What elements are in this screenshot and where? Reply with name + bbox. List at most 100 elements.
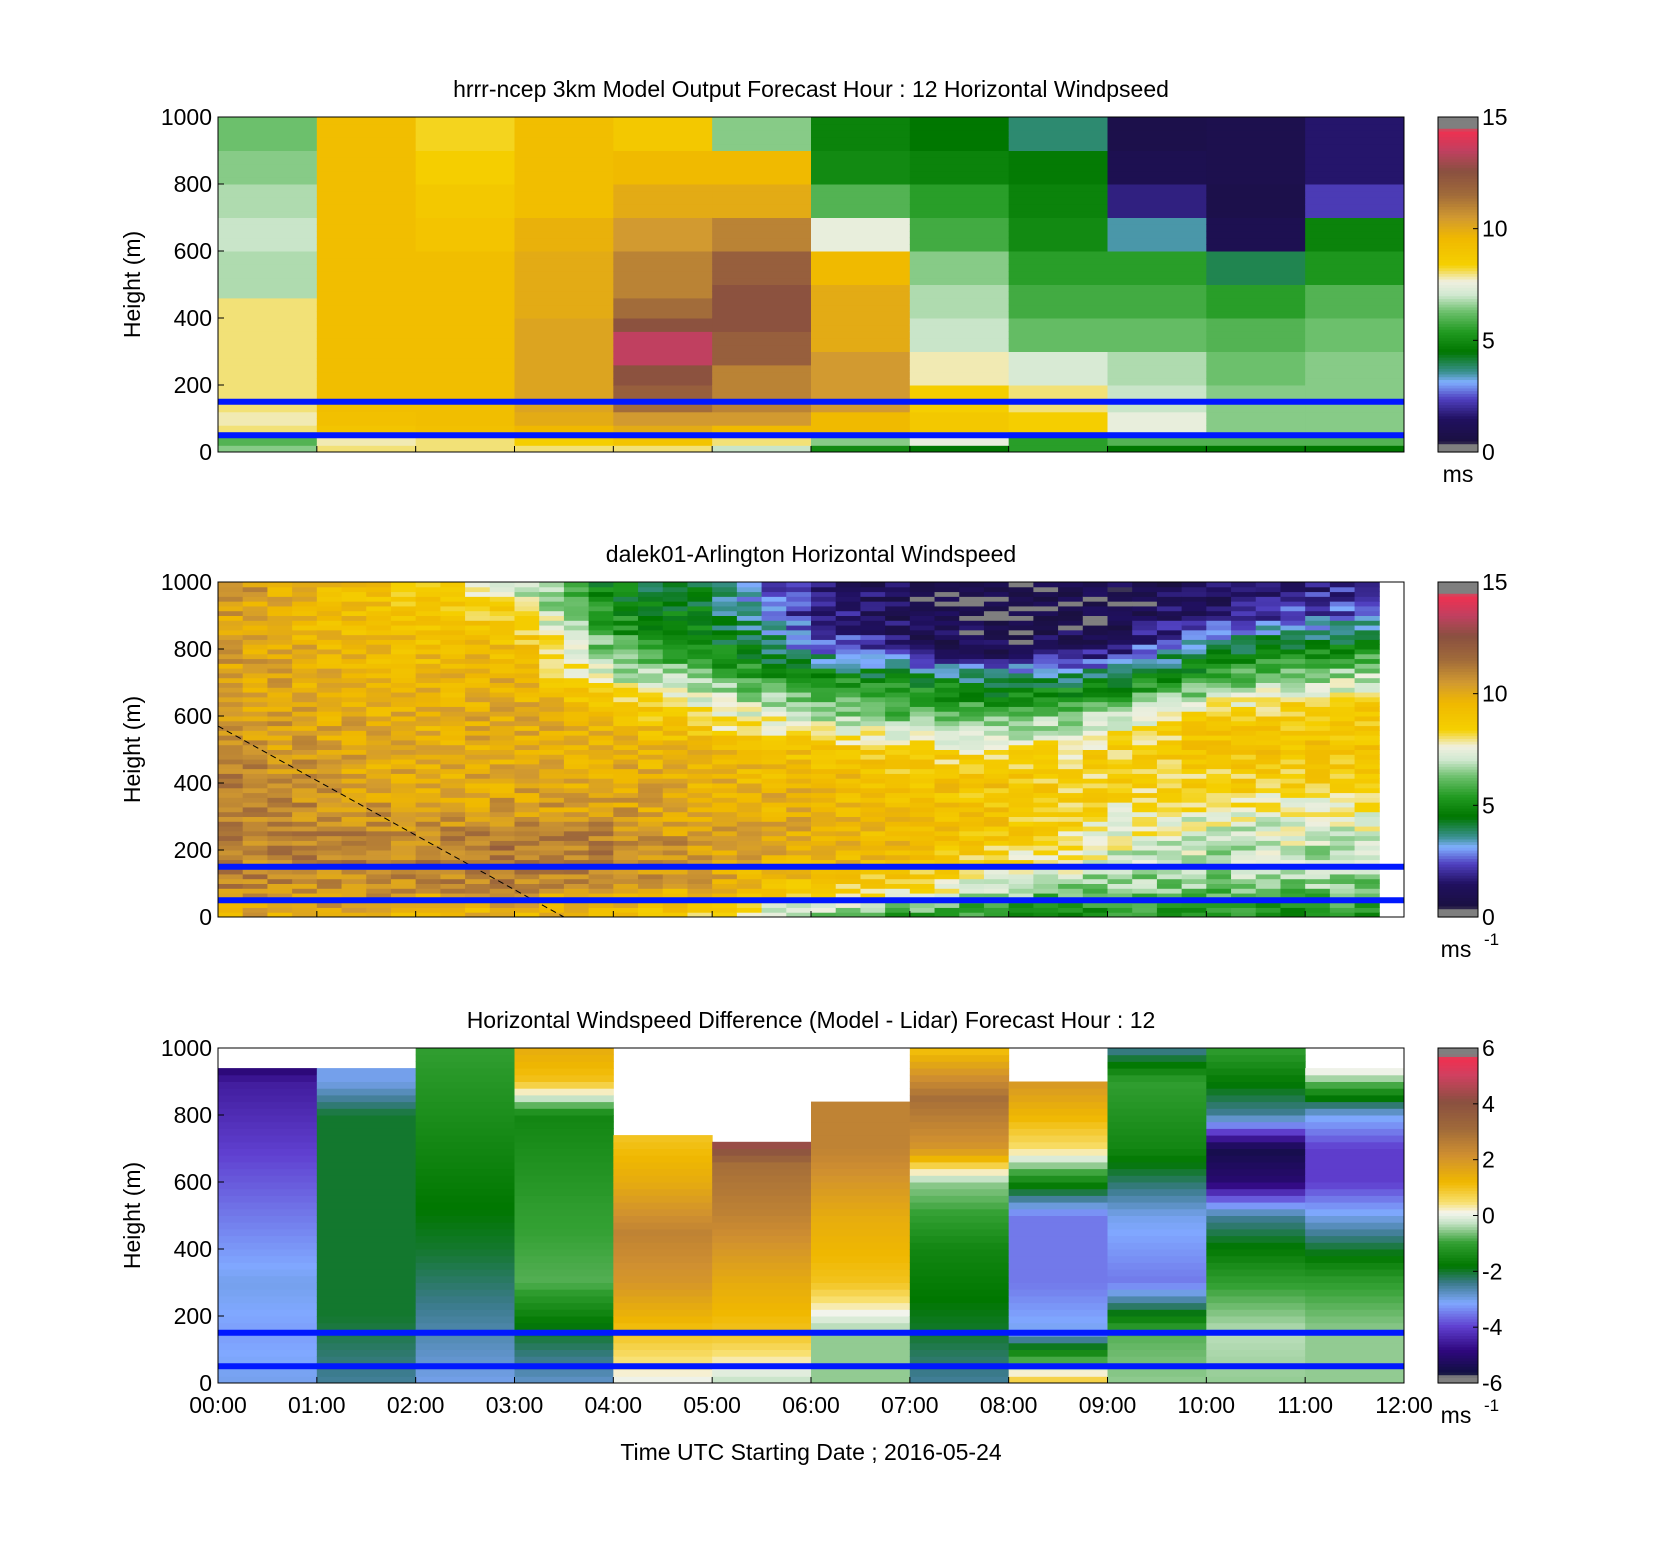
heatmap-cell [885,773,911,779]
heatmap-cell [440,797,466,803]
heatmap-cell [811,591,837,597]
heatmap-cell [514,859,540,865]
colorbar-segment [1438,746,1478,751]
heatmap-cell [390,821,417,827]
heatmap-cell [1181,754,1207,760]
heatmap-cell [341,730,367,736]
heatmap-cell [860,845,886,851]
heatmap-cell [638,749,664,755]
heatmap-cell [514,1115,614,1123]
heatmap-cell [1255,720,1281,727]
heatmap-cell [1058,739,1084,746]
heatmap-cell [1082,783,1108,789]
colorbar-segment [1438,716,1478,720]
heatmap-cell [539,883,565,889]
heatmap-cell [687,907,713,913]
heatmap-cell [1231,634,1257,640]
heatmap-cell [292,634,318,640]
heatmap-cell [1033,806,1059,813]
heatmap-cell [563,854,590,861]
heatmap-cell [1008,344,1108,352]
heatmap-cell [415,692,441,698]
heatmap-cell [440,706,466,712]
heatmap-cell [415,768,441,774]
heatmap-cell [539,625,565,631]
heatmap-cell [341,692,367,698]
heatmap-cell [415,264,515,272]
heatmap-cell [1033,601,1059,607]
heatmap-cell [316,1115,417,1123]
heatmap-cell [1107,1356,1207,1364]
heatmap-cell [811,1115,911,1123]
heatmap-cell [1206,271,1306,279]
heatmap-cell [1305,1208,1405,1216]
heatmap-cell [415,184,515,192]
heatmap-cell [1033,778,1059,784]
y-tick-label: 800 [174,171,212,197]
colorbar-segment [1438,1087,1478,1091]
heatmap-cell [613,331,713,339]
heatmap-cell [366,644,392,650]
heatmap-cell [1354,601,1380,607]
heatmap-cell [563,778,590,784]
colorbar-segment [1438,379,1478,383]
heatmap-cell [341,744,367,750]
heatmap-cell [1082,639,1108,645]
heatmap-cell [983,816,1010,822]
heatmap-cell [539,658,565,664]
heatmap-cell [983,850,1010,856]
heatmap-cell [1354,902,1380,908]
heatmap-cell [1354,768,1380,774]
heatmap-cell [1329,845,1356,851]
heatmap-cell [489,716,515,722]
heatmap-cell [218,1215,318,1223]
heatmap-cell [1305,1316,1405,1324]
heatmap-cell [514,754,540,760]
heatmap-cell [712,821,738,827]
heatmap-cell [909,1148,1010,1156]
heatmap-cell [835,610,861,616]
heatmap-cell [1107,277,1207,285]
heatmap-cell [1107,1188,1207,1196]
heatmap-cell [218,277,318,285]
heatmap-cell [489,658,515,664]
heatmap-cell [218,150,318,158]
heatmap-cell [366,591,392,597]
heatmap-cell [588,649,614,655]
colorbar-segment [1438,741,1478,745]
heatmap-cell [489,639,515,645]
heatmap-cell [218,378,318,386]
heatmap-cell [366,615,392,621]
heatmap-cell [563,859,590,865]
heatmap-cell [1033,783,1059,789]
heatmap-cell [909,739,936,746]
heatmap-cell [1329,605,1356,612]
heatmap-cell [218,811,244,817]
heatmap-cell [811,672,837,679]
heatmap-cell [959,763,985,770]
heatmap-cell [811,1208,911,1216]
heatmap-cell [415,586,441,593]
heatmap-cell [588,644,614,650]
heatmap-cell [761,912,787,918]
heatmap-cell [909,1208,1010,1216]
heatmap-cell [563,701,590,707]
heatmap-cell [712,1309,812,1317]
heatmap-cell [514,324,614,332]
heatmap-cell [983,687,1010,693]
heatmap-cell [959,692,985,698]
heatmap-cell [811,445,911,453]
heatmap-cell [1033,759,1059,765]
heatmap-cell [712,797,738,803]
heatmap-cell [811,883,837,889]
heatmap-cell [959,888,985,894]
heatmap-cell [835,835,861,841]
heatmap-cell [613,773,639,779]
heatmap-cell [489,596,515,602]
heatmap-cell [366,720,392,727]
heatmap-cell [909,835,936,841]
heatmap-cell [1033,720,1059,727]
heatmap-cell [860,806,886,813]
heatmap-cell [959,601,985,607]
